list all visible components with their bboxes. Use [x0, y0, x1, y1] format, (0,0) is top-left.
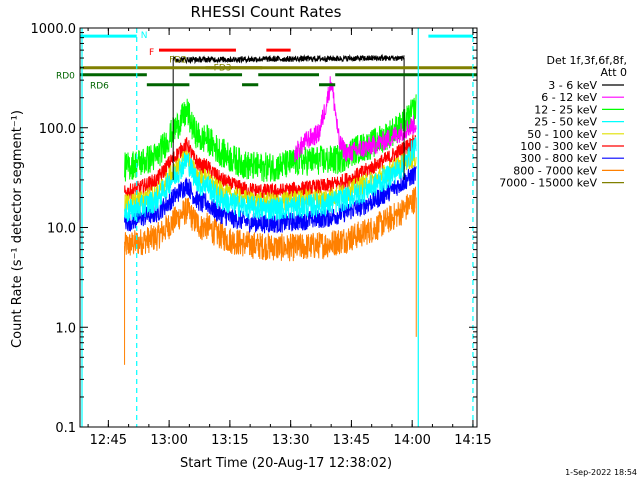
plot-timestamp: 1-Sep-2022 18:54 — [565, 468, 637, 477]
x-tick-label-13-15: 13:15 — [211, 433, 248, 448]
y-tick-label-0-1: 0.1 — [55, 421, 76, 436]
legend-label-25-50-kev: 25 - 50 keV — [534, 116, 597, 129]
legend-label-7000-15000-kev: 7000 - 15000 keV — [499, 177, 597, 190]
flag-label-rd6: RD6 — [90, 82, 109, 92]
series-3-6-kev — [172, 53, 405, 65]
flag-label-f: F — [149, 48, 154, 58]
x-tick-label-14-15: 14:15 — [454, 433, 491, 448]
y-tick-label-1-0: 1.0 — [55, 321, 76, 336]
y-tick-label-100-0: 100.0 — [39, 122, 76, 137]
x-tick-label-14-00: 14:00 — [393, 433, 430, 448]
legend-header-1: Att 0 — [601, 66, 627, 79]
series-6-12-kev — [294, 76, 417, 163]
flag-label-rd0: RD0 — [56, 72, 75, 82]
flag-label-n: N — [141, 31, 148, 41]
y-tick-label-1000-0: 1000.0 — [31, 22, 77, 37]
x-axis-label: Start Time (20-Aug-17 12:38:02) — [180, 456, 392, 471]
y-axis-label: Count Rate (s⁻¹ detector segment⁻¹) — [10, 110, 25, 348]
x-tick-label-13-00: 13:00 — [150, 433, 187, 448]
legend-label-3-6-kev: 3 - 6 keV — [548, 79, 597, 92]
chart-title: RHESSI Count Rates — [191, 3, 342, 21]
legend-label-50-100-kev: 50 - 100 keV — [527, 128, 597, 141]
y-tick-label-10-0: 10.0 — [47, 222, 76, 237]
legend-label-100-300-kev: 100 - 300 keV — [520, 140, 597, 153]
flag-label-fd3: FD3 — [214, 64, 232, 74]
legend-label-300-800-kev: 300 - 800 keV — [520, 152, 597, 165]
flag-layer: NF FD2 FD3 RD0 RD6 — [56, 31, 477, 92]
x-tick-label-12-45: 12:45 — [90, 433, 127, 448]
legend-label-800-7000-kev: 800 - 7000 keV — [513, 164, 597, 177]
x-tick-label-13-30: 13:30 — [272, 433, 309, 448]
series-300-800-kev — [124, 165, 417, 234]
flag-label-fd2: FD2 — [169, 56, 187, 66]
series-layer — [124, 53, 417, 365]
axes-layer: 12:45 13:00 13:15 13:30 13:45 14:00 14:15 0.1 1.… — [31, 22, 492, 448]
legend-label-12-25-kev: 12 - 25 keV — [534, 103, 597, 116]
legend-header-0: Det 1f,3f,6f,8f, — [546, 54, 627, 67]
legend-label-6-12-kev: 6 - 12 keV — [541, 91, 597, 104]
series-800-7000-kev — [124, 186, 417, 262]
x-tick-label-13-45: 13:45 — [333, 433, 370, 448]
